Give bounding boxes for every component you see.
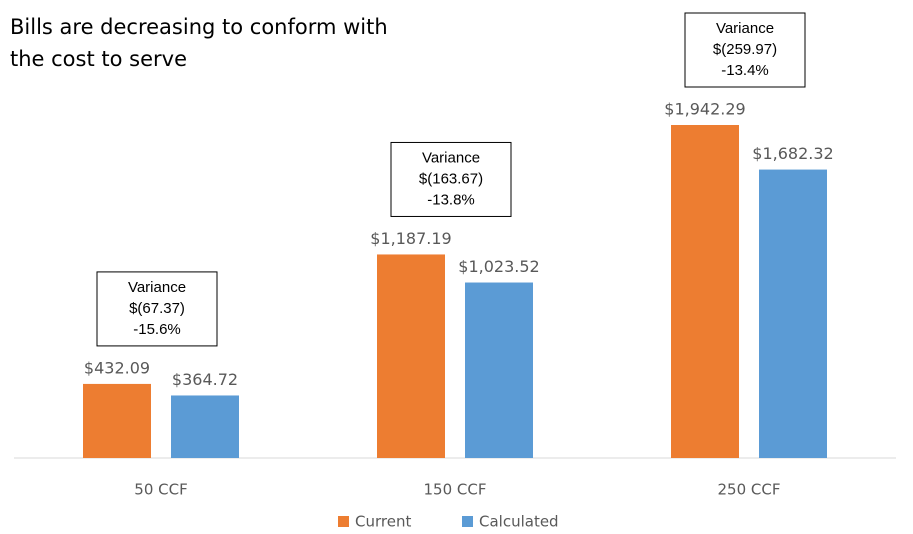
legend-swatch [338,516,349,527]
x-tick-label: 50 CCF [134,481,187,499]
annotation-text: -13.4% [721,62,769,79]
bar [671,125,739,458]
legend-label: Calculated [479,513,559,531]
bar [83,383,151,458]
data-label: $1,187.19 [370,229,451,248]
chart-title: the cost to serve [10,47,187,71]
annotation-text: -15.6% [133,321,181,338]
legend-swatch [462,516,473,527]
x-tick-label: 150 CCF [424,481,487,499]
annotation-text: Variance [128,279,186,296]
annotation-text: Variance [716,20,774,37]
x-tick-label: 250 CCF [718,481,781,499]
bar [759,169,827,458]
annotation-text: $(67.37) [129,300,185,317]
legend-label: Current [355,513,411,531]
annotation-text: Variance [422,149,480,166]
annotation-box [684,12,806,88]
annotation-text: $(163.67) [419,170,483,187]
bar [377,254,445,458]
annotation-text: $(259.97) [713,41,777,58]
data-label: $1,942.29 [664,100,745,119]
annotation-box [390,141,512,217]
data-label: $1,682.32 [752,144,833,163]
chart-title: Bills are decreasing to conform with [10,15,388,39]
bar [465,282,533,458]
data-label: $364.72 [172,370,238,389]
annotation-text: -13.8% [427,191,475,208]
data-label: $1,023.52 [458,257,539,276]
bar [171,395,239,458]
annotation-box [96,271,218,347]
data-label: $432.09 [84,358,150,377]
